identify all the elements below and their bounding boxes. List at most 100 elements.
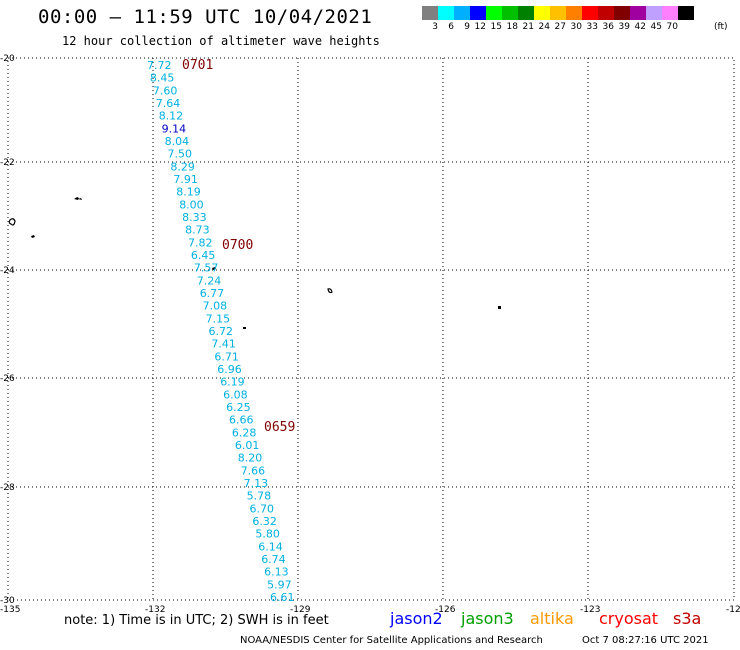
wave-height-value: 8.19 bbox=[176, 186, 201, 199]
wave-height-value: 6.14 bbox=[258, 540, 283, 553]
lon-label: -126 bbox=[435, 605, 456, 615]
lon-labels: -135 -132 -129 -126 -123 -120 bbox=[0, 605, 740, 615]
map-frame bbox=[7, 57, 735, 601]
satellite-altika: altika bbox=[530, 609, 574, 628]
legend-label: 27 bbox=[554, 22, 566, 32]
island-shape bbox=[74, 197, 82, 200]
map-subtitle: 12 hour collection of altimeter wave hei… bbox=[62, 34, 380, 48]
wave-height-value: 7.41 bbox=[211, 338, 236, 351]
time-label: 0700 bbox=[222, 238, 253, 253]
wave-height-value: 6.72 bbox=[209, 325, 234, 338]
time-label: 0701 bbox=[182, 58, 213, 73]
wave-height-value: 6.01 bbox=[235, 439, 260, 452]
wave-height-value: 8.33 bbox=[182, 211, 207, 224]
legend-label: 21 bbox=[522, 22, 534, 32]
wave-height-value: 8.45 bbox=[150, 72, 175, 85]
wave-height-track: 7.728.457.607.648.129.148.047.508.297.91… bbox=[147, 59, 295, 604]
footer-note: note: 1) Time is in UTC; 2) SWH is in fe… bbox=[64, 613, 329, 628]
legend-swatch-1 bbox=[438, 6, 454, 20]
legend-label: 30 bbox=[570, 22, 582, 32]
islands bbox=[8, 197, 501, 329]
wave-height-value: 7.24 bbox=[197, 274, 222, 287]
wave-height-value: 6.13 bbox=[264, 566, 289, 579]
wave-height-value: 7.64 bbox=[156, 97, 181, 110]
legend-label: 33 bbox=[586, 22, 598, 32]
lon-label: -135 bbox=[0, 605, 20, 615]
wave-height-value: 6.28 bbox=[232, 426, 257, 439]
satellite-jason3: jason3 bbox=[461, 609, 514, 628]
legend-labels: 3 6 9 12 15 18 21 24 27 30 33 36 39 42 45 70 bbox=[422, 22, 678, 32]
legend-swatch-11 bbox=[598, 6, 614, 20]
wave-height-value: 8.12 bbox=[159, 110, 184, 123]
legend-label: 45 bbox=[650, 22, 662, 32]
lat-label: -26 bbox=[0, 374, 15, 384]
legend-swatch-8 bbox=[550, 6, 566, 20]
lat-label: -22 bbox=[0, 158, 15, 168]
wave-height-value: 8.04 bbox=[165, 135, 190, 148]
wave-height-value: 8.29 bbox=[170, 160, 195, 173]
lat-label: -30 bbox=[0, 596, 15, 606]
wave-height-value: 6.74 bbox=[261, 553, 286, 566]
wave-height-value: 8.20 bbox=[238, 452, 262, 465]
lon-label: -123 bbox=[580, 605, 600, 615]
wave-height-value: 7.60 bbox=[153, 84, 178, 97]
color-legend bbox=[422, 6, 694, 20]
legend-swatch-13 bbox=[630, 6, 646, 20]
lon-label: -132 bbox=[145, 605, 165, 615]
island-shape bbox=[327, 288, 333, 294]
wave-height-value: 8.00 bbox=[179, 198, 204, 211]
satellite-jason2: jason2 bbox=[390, 609, 443, 628]
legend-label: 70 bbox=[666, 22, 678, 32]
lon-label: -120 bbox=[726, 605, 740, 615]
lon-label: -129 bbox=[290, 605, 311, 615]
island-shape bbox=[243, 327, 246, 329]
wave-height-value: 7.66 bbox=[241, 464, 266, 477]
wave-height-value: 6.71 bbox=[214, 350, 239, 363]
wave-height-value: 6.77 bbox=[200, 287, 225, 300]
grid-lines bbox=[8, 58, 734, 600]
legend-label: 3 bbox=[432, 22, 438, 32]
legend-swatch-16 bbox=[678, 6, 694, 20]
island-shape bbox=[212, 267, 216, 270]
legend-swatch-10 bbox=[582, 6, 598, 20]
wave-height-value: 7.91 bbox=[173, 173, 198, 186]
legend-label: 36 bbox=[602, 22, 614, 32]
wave-height-value: 6.25 bbox=[226, 401, 251, 414]
satellite-s3a: s3a bbox=[673, 609, 702, 628]
legend-swatch-5 bbox=[502, 6, 518, 20]
wave-height-value: 9.14 bbox=[162, 122, 187, 135]
credit-text: NOAA/NESDIS Center for Satellite Applica… bbox=[240, 635, 543, 646]
island-shape bbox=[31, 235, 35, 238]
wave-height-value: 6.19 bbox=[220, 376, 245, 389]
legend-swatch-4 bbox=[486, 6, 502, 20]
wave-height-value: 7.82 bbox=[188, 236, 213, 249]
lat-label: -28 bbox=[0, 483, 15, 493]
legend-swatch-9 bbox=[566, 6, 582, 20]
legend-swatch-15 bbox=[662, 6, 678, 20]
legend-label: 18 bbox=[506, 22, 518, 32]
wave-height-value: 7.50 bbox=[168, 148, 193, 161]
wave-height-value: 7.72 bbox=[147, 59, 172, 72]
wave-height-value: 7.08 bbox=[203, 300, 228, 313]
legend-label: 24 bbox=[538, 22, 550, 32]
legend-label: 9 bbox=[464, 22, 470, 32]
time-label: 0659 bbox=[264, 420, 295, 435]
legend-swatch-12 bbox=[614, 6, 630, 20]
legend-swatch-6 bbox=[518, 6, 534, 20]
wave-height-value: 5.97 bbox=[267, 578, 292, 591]
legend-label: 6 bbox=[448, 22, 454, 32]
legend-swatch-2 bbox=[454, 6, 470, 20]
wave-height-value: 6.32 bbox=[252, 515, 277, 528]
lat-label: -24 bbox=[0, 266, 15, 276]
satellite-cryosat: cryosat bbox=[599, 609, 659, 628]
legend-label: 42 bbox=[634, 22, 646, 32]
island-shape bbox=[498, 306, 501, 309]
legend-swatch-3 bbox=[470, 6, 486, 20]
legend-label: 15 bbox=[490, 22, 502, 32]
wave-height-value: 5.78 bbox=[247, 490, 272, 503]
generated-timestamp: Oct 7 08:27:16 UTC 2021 bbox=[582, 635, 709, 646]
map-title: 00:00 – 11:59 UTC 10/04/2021 bbox=[38, 6, 373, 28]
wave-height-value: 6.70 bbox=[250, 502, 275, 515]
legend-swatch-7 bbox=[534, 6, 550, 20]
island-shape bbox=[8, 218, 16, 226]
